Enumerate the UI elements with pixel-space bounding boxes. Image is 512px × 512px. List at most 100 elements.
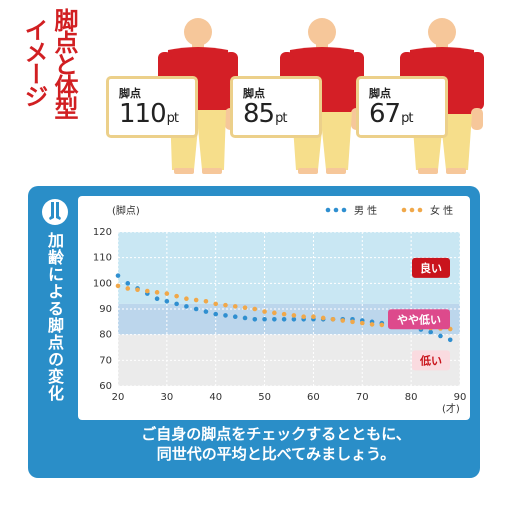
point-female	[223, 302, 228, 308]
point-male	[262, 316, 267, 322]
heading-line1: 脚点と体型	[50, 8, 78, 118]
point-female	[203, 299, 209, 304]
point-female	[145, 288, 150, 294]
legend-swatch	[409, 207, 415, 213]
point-male	[281, 316, 287, 322]
point-male	[242, 315, 248, 321]
point-female	[320, 315, 326, 321]
figure-3: 脚点 67pt	[356, 10, 496, 176]
point-male	[174, 301, 179, 307]
score-card-3: 脚点 67pt	[356, 76, 448, 138]
x-tick-label: 50	[258, 392, 271, 403]
point-female	[193, 297, 199, 303]
legend-swatch	[333, 207, 339, 213]
legend-label: 女 性	[430, 204, 453, 217]
caption-line1: ご自身の脚点をチェックするとともに、	[141, 425, 411, 443]
y-tick-label: 80	[99, 330, 112, 341]
zone-badge-label: やや低い	[397, 312, 441, 326]
score-value: 110pt	[119, 99, 179, 129]
x-tick-label: 90	[454, 392, 467, 403]
point-male	[438, 333, 443, 339]
score-unit: pt	[275, 111, 287, 126]
x-tick-label: 40	[209, 392, 222, 403]
y-tick-label: 110	[93, 253, 112, 264]
point-female	[311, 314, 316, 319]
y-tick-label: 120	[93, 227, 112, 238]
chart-area: 20 30 40 50 60 70 80 90 60 70 80 90 100 110 120 良い やや低い…	[78, 196, 470, 420]
y-tick-label: 100	[93, 278, 112, 289]
y-tick-label: 90	[99, 304, 112, 315]
caption: ご自身の脚点をチェックするとともに、 同世代の平均と比べてみましょう。	[80, 424, 472, 464]
caption-line2: 同世代の平均と比べてみましょう。	[156, 445, 396, 463]
point-male	[154, 296, 160, 302]
legs-icon	[42, 199, 68, 225]
point-female	[301, 314, 306, 319]
point-female	[350, 319, 355, 325]
legend-swatch	[341, 207, 347, 213]
score-card-1: 脚点 110pt	[106, 76, 198, 138]
point-male	[164, 299, 170, 304]
point-female	[242, 305, 248, 311]
point-male	[125, 281, 131, 286]
point-male	[203, 309, 209, 314]
point-female	[359, 320, 365, 326]
score-unit: pt	[166, 111, 179, 126]
score-value: 85pt	[243, 99, 287, 129]
point-female	[115, 283, 121, 289]
point-female	[174, 293, 179, 299]
zone-badge-label: 低い	[419, 353, 442, 367]
point-female	[330, 316, 336, 322]
score-label: 脚点	[243, 87, 265, 100]
point-female	[291, 313, 297, 318]
legend-swatch	[401, 207, 407, 213]
side-title: 加齢による脚点の変化	[45, 232, 64, 402]
point-female	[340, 318, 346, 323]
figure-1: 脚点 110pt	[106, 10, 246, 176]
point-male	[115, 273, 121, 278]
zone-band	[118, 232, 460, 304]
point-male	[184, 304, 189, 309]
y-tick-label: 60	[99, 381, 112, 392]
point-female	[369, 322, 375, 327]
point-female	[281, 311, 287, 317]
score-card-2: 脚点 85pt	[230, 76, 322, 138]
score-label: 脚点	[369, 87, 391, 100]
legend-swatch	[325, 207, 331, 213]
point-male	[252, 316, 258, 322]
point-female	[184, 296, 189, 302]
x-tick-label: 60	[307, 392, 320, 403]
point-male	[193, 306, 199, 312]
x-tick-label: 20	[112, 392, 125, 403]
x-tick-label: 70	[356, 392, 369, 403]
point-male	[232, 314, 238, 319]
figure-2: 脚点 85pt	[230, 10, 370, 176]
x-axis-label: (才)	[442, 402, 460, 415]
point-female	[272, 310, 277, 316]
chart-panel: 加齢による脚点の変化 20 30 40 50 60 70 80 90 60 70 80 90 100 11…	[28, 186, 480, 478]
point-female	[379, 322, 385, 328]
zone-band	[118, 334, 460, 386]
point-female	[135, 287, 140, 293]
y-tick-label: 70	[99, 355, 112, 366]
point-female	[252, 306, 258, 312]
legend-swatch	[417, 207, 423, 213]
legend-label: 男 性	[354, 204, 377, 217]
heading: 脚点と体型 イメージ	[18, 8, 80, 180]
score-label: 脚点	[119, 87, 141, 100]
point-female	[213, 301, 219, 307]
point-female	[232, 304, 238, 309]
score-unit: pt	[401, 111, 413, 126]
y-axis-label: (脚点)	[112, 204, 140, 217]
point-female	[164, 291, 170, 296]
zone-badge	[412, 257, 450, 278]
point-male	[291, 316, 297, 322]
point-male	[428, 329, 433, 335]
point-male	[223, 313, 228, 318]
point-male	[447, 337, 453, 343]
score-value: 67pt	[369, 99, 413, 129]
zone-badge-label: 良い	[420, 261, 442, 275]
point-male	[272, 316, 277, 322]
point-male	[213, 311, 219, 317]
x-tick-label: 30	[160, 392, 173, 403]
zone-badge	[412, 350, 450, 371]
